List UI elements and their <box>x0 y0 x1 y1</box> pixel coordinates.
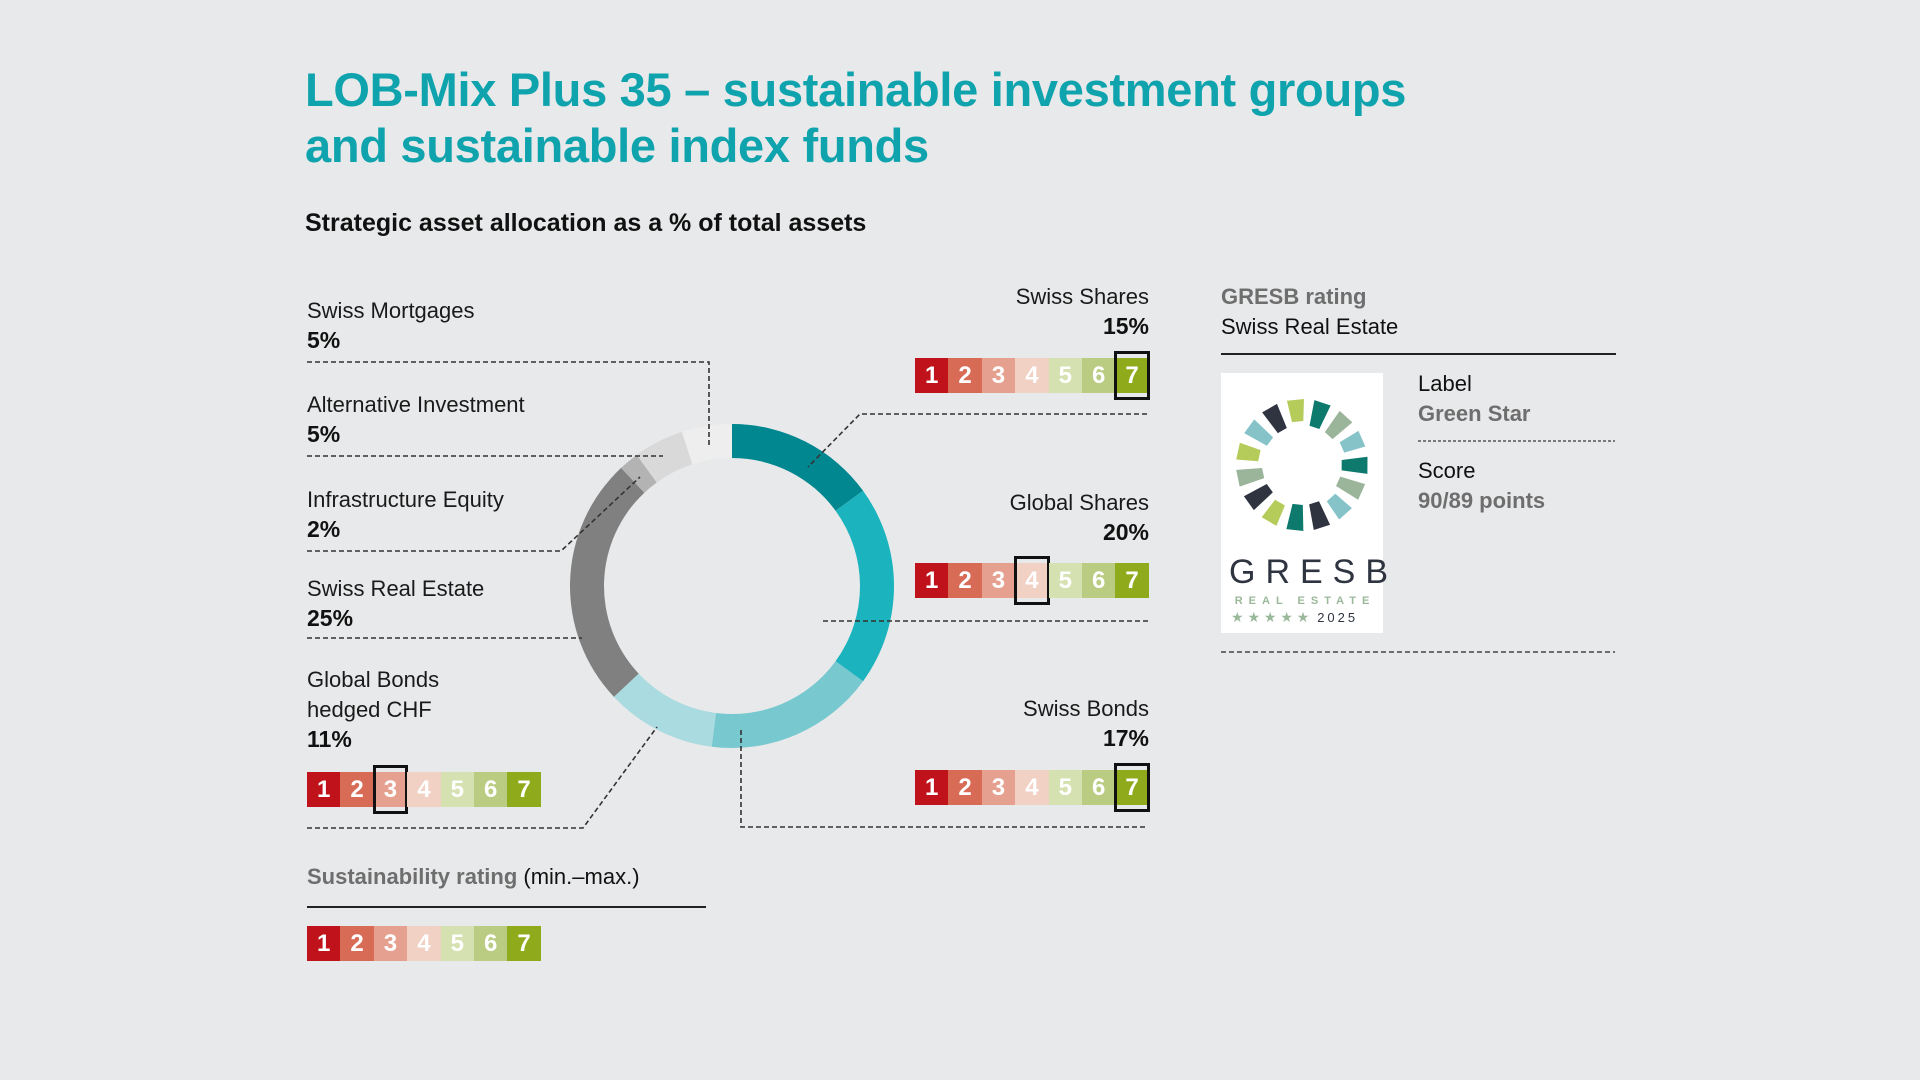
rating-cell-2: 2 <box>948 770 982 805</box>
rating-cell-5: 5 <box>1048 770 1082 805</box>
rating-cell-1: 1 <box>307 926 341 961</box>
chart-subtitle: Strategic asset allocation as a % of tot… <box>305 209 867 237</box>
rating-cell-3: 3 <box>373 926 408 961</box>
rating-cell-7: 7 <box>507 926 541 961</box>
gresb-year: 2025 <box>1317 610 1359 625</box>
rating-cell-7: 7 <box>507 772 541 807</box>
rating-cell-7: 7 <box>1115 563 1149 598</box>
gresb-logo-subtitle: REAL ESTATE <box>1234 595 1376 607</box>
gresb-subtitle: Swiss Real Estate <box>1221 314 1399 339</box>
legend-heading: Sustainability rating <box>307 864 518 889</box>
gresb-label-value: Green Star <box>1418 401 1531 426</box>
page-title: LOB-Mix Plus 35 – sustainable investment… <box>305 62 1505 174</box>
star-icons: ★ ★ ★ ★ ★ <box>1231 609 1310 625</box>
rating-cell-4: 4 <box>407 926 441 961</box>
donut-segment-swiss-bonds <box>711 661 864 748</box>
rating-cell-6: 6 <box>473 926 508 961</box>
rating-cell-3: 3 <box>981 358 1016 393</box>
gresb-score-value: 90/89 points <box>1418 488 1546 513</box>
gresb-score-block: Score 90/89 points <box>1418 456 1545 516</box>
donut-segment-global-bonds-hedged-chf <box>613 673 716 747</box>
donut-segment-alternative-investment <box>636 431 693 483</box>
gresb-label-block: Label Green Star <box>1418 369 1531 429</box>
rating-cell-5: 5 <box>440 926 474 961</box>
label-alternative-investment: Alternative Investment 5% <box>307 390 525 448</box>
label-percent: 2% <box>307 516 341 542</box>
label-global-bonds: Global Bonds hedged CHF 11% <box>307 665 439 753</box>
label-name: Swiss Bonds <box>1023 696 1149 721</box>
label-percent: 5% <box>307 421 341 447</box>
rating-cell-2: 2 <box>948 358 982 393</box>
rating-cell-2: 2 <box>340 772 374 807</box>
label-name: Swiss Mortgages <box>307 298 475 323</box>
label-name-line-2: hedged CHF <box>307 697 432 722</box>
label-percent: 25% <box>307 605 354 631</box>
rating-cell-5: 5 <box>1048 563 1082 598</box>
rating-cell-6: 6 <box>1081 358 1116 393</box>
gresb-title: GRESB rating <box>1221 284 1367 309</box>
rating-cell-4: 4 <box>1014 556 1050 605</box>
label-percent: 5% <box>307 327 341 353</box>
gresb-ring-logo-icon <box>1236 399 1368 531</box>
rating-cell-3: 3 <box>981 770 1016 805</box>
gresb-label-title: Label <box>1418 371 1472 396</box>
label-name: Swiss Real Estate <box>307 576 485 601</box>
donut-segment-global-shares <box>835 490 894 682</box>
donut-segment-swiss-mortgages <box>681 424 732 465</box>
label-swiss-shares: Swiss Shares 15% <box>1016 282 1149 340</box>
gresb-wordmark: GRESB <box>1229 553 1399 591</box>
legend-title: Sustainability rating (min.–max.) <box>307 864 640 890</box>
rating-cell-4: 4 <box>1015 358 1049 393</box>
label-percent: 20% <box>1102 519 1149 545</box>
rating-cell-6: 6 <box>1081 770 1116 805</box>
donut-segment-infrastructure-equity <box>621 454 657 493</box>
legend-range: (min.–max.) <box>523 864 640 889</box>
rating-cell-3: 3 <box>981 563 1016 598</box>
label-percent: 15% <box>1102 313 1149 339</box>
legend-divider <box>307 906 706 908</box>
rating-cell-6: 6 <box>473 772 508 807</box>
label-global-shares: Global Shares 20% <box>1010 488 1149 546</box>
rating-cell-3: 3 <box>372 765 409 814</box>
rating-cell-7: 7 <box>1114 763 1151 812</box>
rating-cell-4: 4 <box>407 772 441 807</box>
label-swiss-mortgages: Swiss Mortgages 5% <box>307 296 475 354</box>
rating-cell-6: 6 <box>1081 563 1116 598</box>
label-swiss-bonds: Swiss Bonds 17% <box>1023 694 1149 752</box>
donut-ring <box>570 424 894 748</box>
label-name: Infrastructure Equity <box>307 487 504 512</box>
gresb-stars: ★ ★ ★ ★ ★ 2025 <box>1231 609 1358 626</box>
label-name: Global Shares <box>1009 490 1149 515</box>
gresb-logo-card: GRESB REAL ESTATE ★ ★ ★ ★ ★ 2025 <box>1221 373 1399 633</box>
label-percent: 17% <box>1102 725 1149 751</box>
rating-cell-5: 5 <box>1048 358 1082 393</box>
gresb-score-title: Score <box>1418 458 1476 483</box>
rating-cell-1: 1 <box>915 770 949 805</box>
label-name: Alternative Investment <box>307 392 525 417</box>
label-infrastructure-equity: Infrastructure Equity 2% <box>307 485 504 543</box>
rating-cell-1: 1 <box>307 772 341 807</box>
label-percent: 11% <box>307 726 352 752</box>
rating-cell-5: 5 <box>440 772 474 807</box>
donut-segment-swiss-real-estate <box>570 467 645 697</box>
rating-cell-2: 2 <box>340 926 374 961</box>
rating-cell-2: 2 <box>948 563 982 598</box>
label-name: Global Bonds <box>307 667 440 692</box>
rating-cell-7: 7 <box>1114 351 1151 400</box>
label-swiss-real-estate: Swiss Real Estate 25% <box>307 574 484 632</box>
title-line-2: and sustainable index funds <box>305 119 929 172</box>
donut-segment-swiss-shares <box>732 424 864 511</box>
rating-cell-4: 4 <box>1015 770 1049 805</box>
title-line-1: LOB-Mix Plus 35 – sustainable investment… <box>305 63 1407 116</box>
rating-cell-1: 1 <box>915 563 949 598</box>
gresb-divider <box>1221 353 1616 355</box>
gresb-heading: GRESB rating Swiss Real Estate <box>1221 282 1398 342</box>
rating-cell-1: 1 <box>915 358 949 393</box>
label-name: Swiss Shares <box>1015 284 1149 309</box>
